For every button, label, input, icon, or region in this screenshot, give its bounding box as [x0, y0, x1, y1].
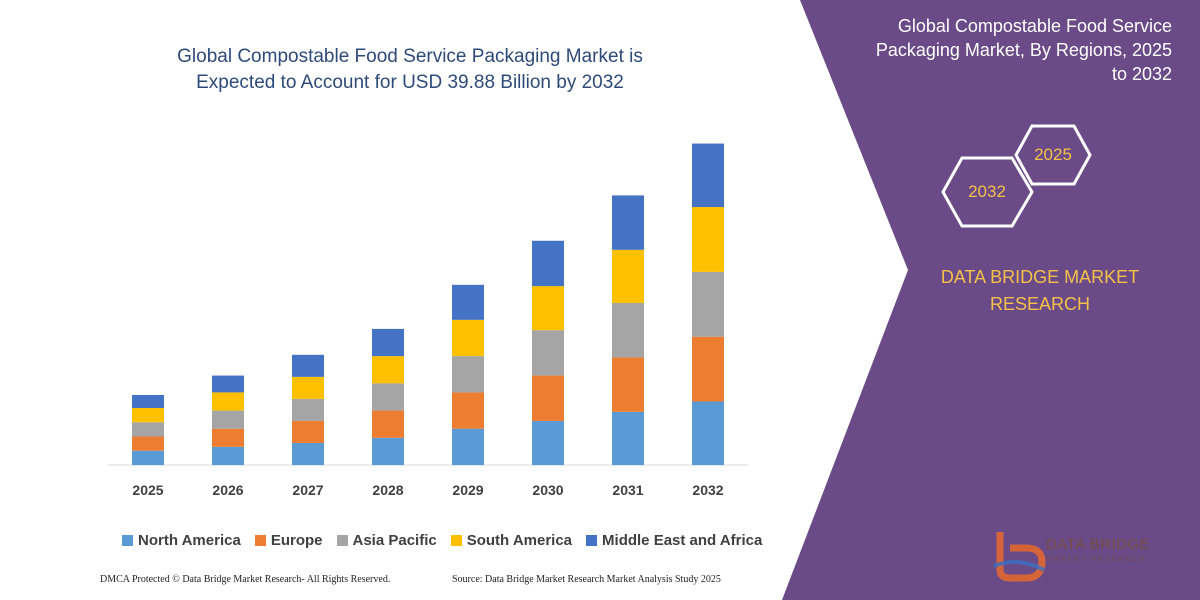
bar-segment	[212, 392, 244, 411]
legend-swatch	[122, 535, 133, 546]
legend-item: Europe	[254, 532, 323, 549]
x-tick-label: 2028	[372, 482, 403, 498]
bar-segment	[612, 411, 644, 465]
bar-segment	[452, 428, 484, 465]
side-title-line-3: to 2032	[1111, 64, 1172, 84]
chart-title-line-2: Expected to Account for USD 39.88 Billio…	[196, 72, 624, 93]
legend-swatch	[254, 535, 266, 546]
legend-label: Europe	[270, 532, 323, 549]
bar-segment	[132, 422, 164, 437]
x-tick-label: 2032	[692, 482, 723, 498]
legend-swatch	[336, 535, 348, 546]
chart-title: Global Compostable Food Service Packagin…	[110, 44, 710, 96]
bar-segment	[212, 428, 244, 447]
legend-item: North America	[122, 532, 241, 549]
bar-segment	[452, 356, 484, 393]
bar-segment	[372, 328, 404, 357]
bar-segment	[692, 401, 724, 465]
copyright-notice: DMCA Protected © Data Bridge Market Rese…	[100, 574, 391, 585]
bar-segment	[452, 284, 484, 320]
bar-segment	[372, 383, 404, 411]
x-tick-label: 2029	[452, 482, 483, 498]
bar-segment	[292, 376, 324, 399]
bar-segment	[452, 319, 484, 357]
bar-segment	[692, 271, 724, 337]
bar-segment	[532, 240, 564, 287]
x-tick-label: 2025	[132, 482, 163, 498]
legend-item: Middle East and Africa	[586, 532, 762, 549]
bar-segment	[212, 375, 244, 393]
legend-item: Asia Pacific	[336, 532, 437, 549]
data-bridge-logo-icon	[993, 532, 1046, 582]
hexagon-2032	[941, 156, 1034, 228]
source-note: Source: Data Bridge Market Research Mark…	[452, 574, 721, 585]
legend-label: Middle East and Africa	[602, 532, 763, 549]
legend-label: North America	[138, 532, 241, 549]
side-title-line-1: Global Compostable Food Service	[897, 16, 1172, 36]
bar-segment	[212, 410, 244, 429]
stacked-bar-chart: 2025 2026 2027 2028 2029 2030 2031 2032	[108, 143, 748, 498]
bar-segment	[292, 354, 324, 377]
bar-segment	[132, 436, 164, 451]
side-panel-title: Global Compostable Food Service Packagin…	[832, 14, 1172, 86]
bar-segment	[212, 446, 244, 465]
legend-label: South America	[466, 532, 573, 549]
bar-segment	[692, 207, 724, 272]
bar-segment	[372, 410, 404, 438]
hexagon-2025	[1014, 124, 1092, 186]
bar-segment	[612, 195, 644, 250]
x-tick-label: 2026	[212, 482, 243, 498]
side-title-line-2: Packaging Market, By Regions, 2025	[875, 40, 1172, 60]
hex-label-2032: 2032	[968, 182, 1006, 201]
bar-segment	[292, 442, 324, 465]
bar-segment	[692, 336, 724, 402]
hex-label-2025: 2025	[1034, 145, 1072, 164]
bar-segment	[612, 357, 644, 412]
x-tick-label: 2031	[612, 482, 643, 498]
bar-segment	[692, 143, 724, 208]
chart-legend: North America Europe Asia Pacific South …	[122, 532, 762, 549]
bar-segment	[292, 420, 324, 443]
bar-segment	[532, 420, 564, 465]
brand-line-1: DATA BRIDGE MARKET	[940, 267, 1140, 287]
bar-segment	[292, 398, 324, 421]
x-tick-label: 2030	[532, 482, 563, 498]
bar-segment	[612, 249, 644, 303]
logo-text: DATA BRIDGE	[1046, 536, 1151, 553]
chart-title-line-1: Global Compostable Food Service Packagin…	[177, 46, 643, 67]
brand-name: DATA BRIDGE MARKET RESEARCH	[905, 264, 1175, 318]
bar-segment	[372, 437, 404, 465]
bar-segment	[132, 450, 164, 465]
brand-line-2: RESEARCH	[989, 294, 1091, 314]
bar-segment	[532, 375, 564, 421]
legend-swatch	[450, 535, 462, 546]
logo-subtext: MARKET RESEARCH	[1046, 556, 1146, 563]
bar-segment	[612, 302, 644, 358]
legend-label: Asia Pacific	[352, 532, 437, 549]
x-tick-label: 2027	[292, 482, 323, 498]
bar-segment	[452, 392, 484, 429]
bar-segment	[132, 395, 164, 408]
legend-item: South America	[450, 532, 573, 549]
bar-segment	[132, 407, 164, 423]
bar-segment	[532, 286, 564, 331]
bar-segment	[372, 356, 404, 384]
legend-swatch	[586, 535, 598, 546]
bar-segment	[532, 330, 564, 376]
